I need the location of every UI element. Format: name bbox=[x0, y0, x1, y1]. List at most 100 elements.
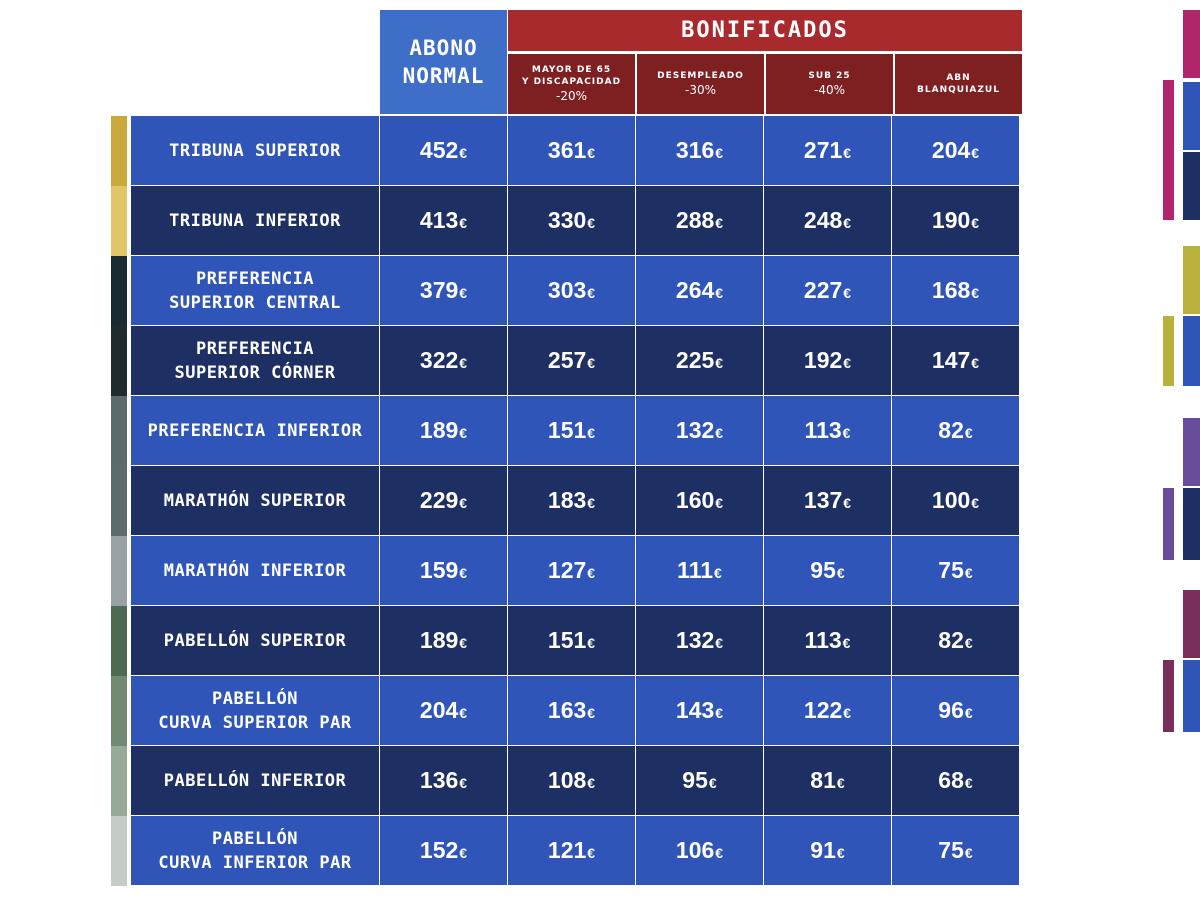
price-bonificado: 82 € bbox=[892, 606, 1019, 675]
price-bonificado: 163 € bbox=[508, 676, 635, 745]
price-bonificado: 81 € bbox=[764, 746, 891, 815]
zone-label: MARATHÓN INFERIOR bbox=[131, 536, 379, 605]
price-value: 152 bbox=[419, 837, 459, 863]
price-value: 316 bbox=[675, 137, 715, 163]
price-value: 227 bbox=[803, 277, 843, 303]
currency-symbol: € bbox=[459, 214, 468, 231]
price-value: 229 bbox=[419, 487, 459, 513]
deco-bar bbox=[1163, 80, 1174, 220]
price-bonificado: 68 € bbox=[892, 746, 1019, 815]
currency-symbol: € bbox=[459, 284, 468, 301]
deco-block bbox=[1183, 316, 1200, 386]
price-value: 248 bbox=[803, 207, 843, 233]
price-bonificado: 147 € bbox=[892, 326, 1019, 395]
deco-bar bbox=[1163, 316, 1174, 386]
zone-label: PREFERENCIA SUPERIOR CÓRNER bbox=[131, 326, 379, 395]
zone-label: MARATHÓN SUPERIOR bbox=[131, 466, 379, 535]
abono-header-line1: ABONO bbox=[409, 36, 478, 60]
currency-symbol: € bbox=[587, 494, 596, 511]
currency-symbol: € bbox=[587, 144, 596, 161]
price-table: TRIBUNA SUPERIOR 452 €361 €316 €271 €204 € TRIB… bbox=[131, 116, 1019, 885]
zone-label-line1: PABELLÓN bbox=[212, 828, 298, 849]
price-value: 190 bbox=[931, 207, 971, 233]
price-bonificado: 160 € bbox=[636, 466, 763, 535]
price-value: 127 bbox=[547, 557, 587, 583]
price-value: 413 bbox=[419, 207, 459, 233]
price-value: 82 bbox=[938, 627, 964, 653]
currency-symbol: € bbox=[964, 704, 973, 721]
deco-bar bbox=[1163, 660, 1174, 732]
zone-color-strip bbox=[111, 606, 127, 676]
zone-label: TRIBUNA SUPERIOR bbox=[131, 116, 379, 185]
price-value: 322 bbox=[419, 347, 459, 373]
zone-label-line2: SUPERIOR CÓRNER bbox=[174, 362, 336, 383]
price-bonificado: 190 € bbox=[892, 186, 1019, 255]
subheader-line1: DESEMPLEADO bbox=[657, 71, 744, 81]
currency-symbol: € bbox=[971, 144, 980, 161]
deco-block bbox=[1183, 10, 1200, 78]
currency-symbol: € bbox=[459, 494, 468, 511]
zone-color-strip bbox=[111, 746, 127, 816]
price-bonificado: 95 € bbox=[636, 746, 763, 815]
price-abono-normal: 452 € bbox=[380, 116, 507, 185]
currency-symbol: € bbox=[964, 424, 973, 441]
currency-symbol: € bbox=[843, 354, 852, 371]
price-bonificado: 151 € bbox=[508, 606, 635, 675]
zone-label-line1: PREFERENCIA bbox=[195, 268, 315, 289]
currency-symbol: € bbox=[587, 634, 596, 651]
price-value: 288 bbox=[675, 207, 715, 233]
price-abono-normal: 229 € bbox=[380, 466, 507, 535]
currency-symbol: € bbox=[715, 284, 724, 301]
currency-symbol: € bbox=[843, 704, 852, 721]
zone-color-strip bbox=[111, 396, 127, 466]
price-bonificado: 113 € bbox=[764, 396, 891, 465]
price-abono-normal: 189 € bbox=[380, 606, 507, 675]
price-bonificado: 330 € bbox=[508, 186, 635, 255]
currency-symbol: € bbox=[715, 494, 724, 511]
price-value: 136 bbox=[419, 767, 459, 793]
zone-label: PREFERENCIA SUPERIOR CENTRAL bbox=[131, 256, 379, 325]
subheader-line1: ABN bbox=[946, 73, 971, 83]
subheader-line2: Y DISCAPACIDAD bbox=[521, 77, 622, 87]
price-value: 452 bbox=[419, 137, 459, 163]
zone-color-strip bbox=[111, 116, 127, 186]
currency-symbol: € bbox=[715, 144, 724, 161]
subheader-pct: -20% bbox=[555, 89, 587, 103]
zone-color-strip bbox=[111, 466, 127, 536]
zone-color-strip bbox=[111, 326, 127, 396]
price-bonificado: 122 € bbox=[764, 676, 891, 745]
currency-symbol: € bbox=[715, 214, 724, 231]
zone-label: TRIBUNA INFERIOR bbox=[131, 186, 379, 255]
price-value: 111 bbox=[677, 557, 714, 583]
price-bonificado: 225 € bbox=[636, 326, 763, 395]
currency-symbol: € bbox=[843, 144, 852, 161]
zone-label-line2: CURVA INFERIOR PAR bbox=[158, 852, 352, 873]
price-value: 189 bbox=[419, 417, 459, 443]
price-value: 95 bbox=[810, 557, 836, 583]
zone-label: PABELLÓN SUPERIOR bbox=[131, 606, 379, 675]
price-value: 225 bbox=[675, 347, 715, 373]
price-value: 113 bbox=[804, 417, 842, 443]
price-value: 108 bbox=[547, 767, 587, 793]
currency-symbol: € bbox=[843, 494, 852, 511]
price-bonificado: 316 € bbox=[636, 116, 763, 185]
currency-symbol: € bbox=[964, 634, 973, 651]
price-value: 132 bbox=[675, 417, 715, 443]
price-abono-normal: 322 € bbox=[380, 326, 507, 395]
currency-symbol: € bbox=[964, 564, 973, 581]
zone-color-strip bbox=[111, 676, 127, 746]
currency-symbol: € bbox=[836, 774, 845, 791]
zone-label-line2: SUPERIOR CENTRAL bbox=[169, 292, 341, 313]
price-bonificado: 227 € bbox=[764, 256, 891, 325]
deco-block bbox=[1183, 660, 1200, 732]
currency-symbol: € bbox=[715, 704, 724, 721]
price-bonificado: 361 € bbox=[508, 116, 635, 185]
currency-symbol: € bbox=[971, 354, 980, 371]
currency-symbol: € bbox=[715, 844, 724, 861]
price-bonificado: 137 € bbox=[764, 466, 891, 535]
abono-normal-header: ABONO NORMAL bbox=[380, 10, 507, 114]
price-bonificado: 151 € bbox=[508, 396, 635, 465]
deco-block bbox=[1183, 488, 1200, 560]
price-value: 122 bbox=[803, 697, 843, 723]
price-abono-normal: 159 € bbox=[380, 536, 507, 605]
